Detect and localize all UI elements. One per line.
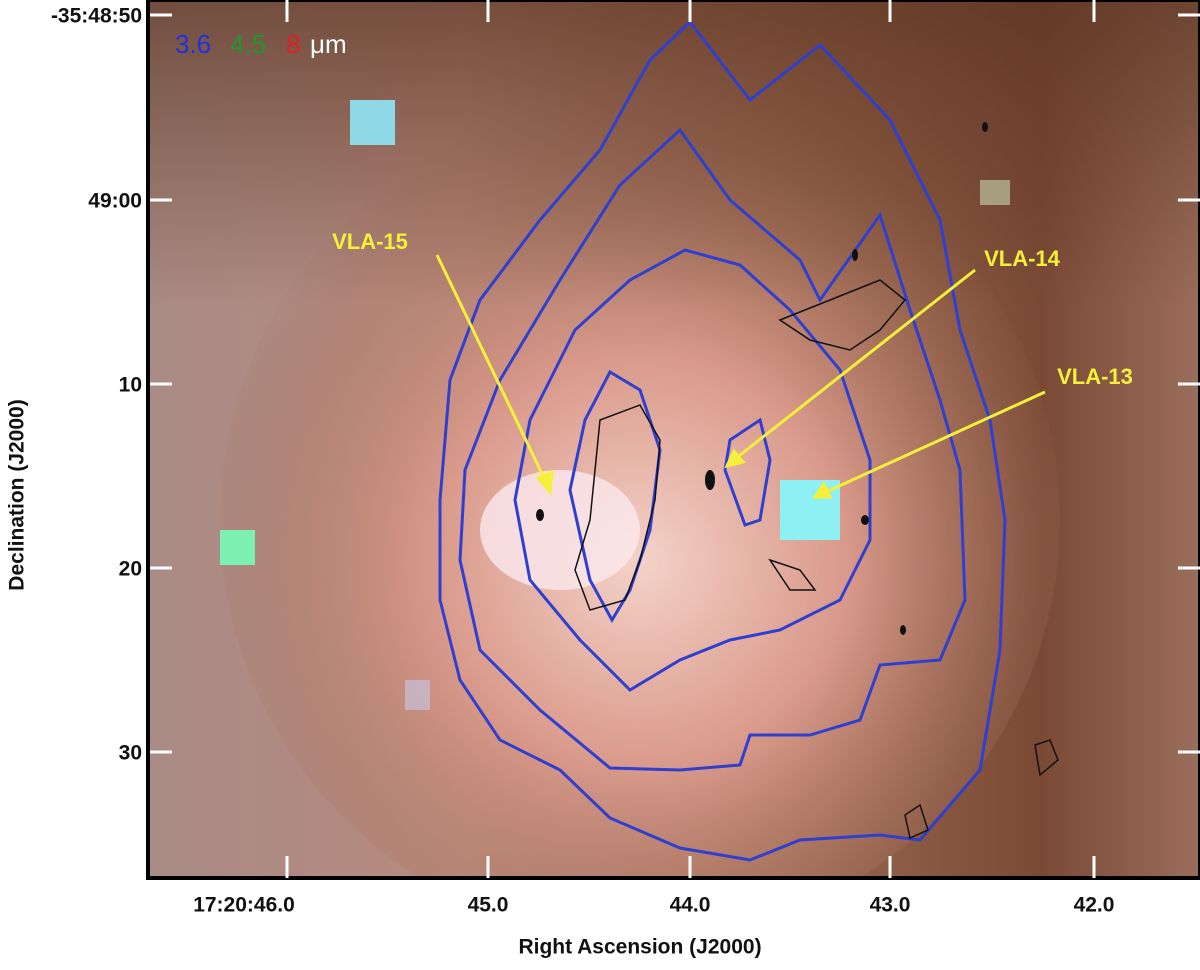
annotation: VLA-14 [984,246,1061,271]
y-tick-label: -35:48:50 [51,5,142,28]
radio-spots [536,122,988,635]
x-axis-label: Right Ascension (J2000) [518,936,761,959]
frame [146,0,1200,880]
band-label: 3.6 [175,29,211,59]
x-tick-label: 43.0 [870,894,911,917]
arrows [435,254,1046,499]
y-tick-label: 49:00 [88,190,142,213]
tick-marks [150,0,1200,878]
y-axis-label: Declination (J2000) [6,399,29,590]
x-tick-label: 42.0 [1074,894,1115,917]
x-tick-label: 44.0 [670,894,711,917]
annotation: VLA-15 [332,229,408,254]
y-tick-label: 20 [119,558,142,581]
sky-image [148,0,1200,878]
band-label: 4.5 [230,29,266,59]
x-tick-label: 45.0 [468,894,509,917]
annotation: VLA-13 [1057,364,1133,389]
band-unit: μm [310,29,347,59]
y-tick-label: 10 [119,374,142,397]
y-tick-label: 30 [119,742,142,765]
radio-contours [574,279,1059,840]
band-label: 8 [286,29,300,59]
x-tick-label: 17:20:46.0 [193,894,295,917]
